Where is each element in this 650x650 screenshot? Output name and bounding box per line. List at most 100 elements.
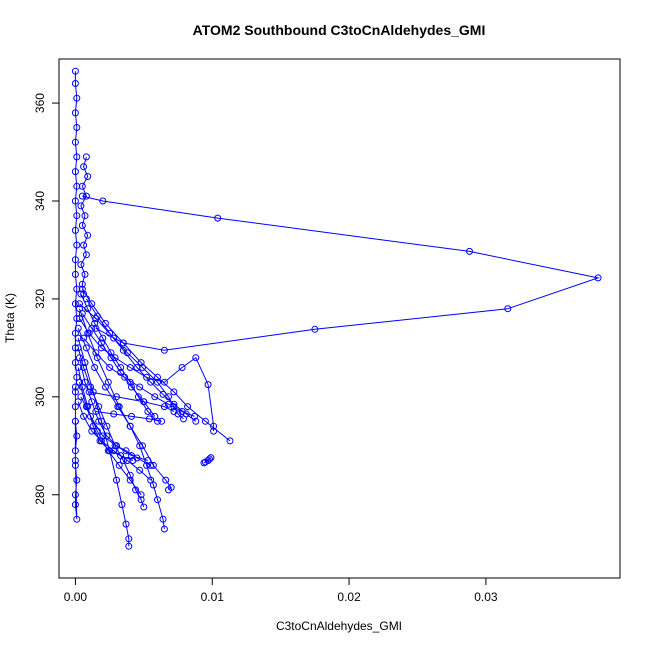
data-point xyxy=(81,270,89,278)
data-point xyxy=(504,305,512,313)
data-point xyxy=(201,417,209,425)
data-point xyxy=(73,94,81,102)
data-point xyxy=(159,515,167,523)
x-tick-label: 0.01 xyxy=(201,590,225,604)
data-point xyxy=(71,501,79,509)
data-point xyxy=(84,231,92,239)
data-point xyxy=(158,417,166,425)
data-point xyxy=(147,378,155,386)
data-point xyxy=(71,457,79,464)
data-point xyxy=(136,466,144,474)
x-axis: 0.00 0.01 0.02 0.03 xyxy=(64,577,498,604)
data-point xyxy=(82,403,90,411)
data-point xyxy=(71,388,79,396)
data-point xyxy=(311,325,319,333)
data-point xyxy=(106,329,114,337)
data-point xyxy=(74,398,82,406)
data-point xyxy=(73,212,81,220)
data-point xyxy=(113,476,120,484)
data-point xyxy=(78,222,86,229)
y-axis-label: Theta (K) xyxy=(3,293,17,343)
data-point xyxy=(73,241,81,249)
data-point xyxy=(154,496,161,504)
data-point xyxy=(77,290,85,298)
data-point xyxy=(140,503,148,511)
data-point xyxy=(133,364,141,371)
data-point xyxy=(71,138,79,146)
data-point xyxy=(136,383,144,391)
x-tick-label: 0.00 xyxy=(64,590,88,604)
data-point xyxy=(103,422,111,430)
data-point xyxy=(91,364,99,371)
data-point xyxy=(99,432,107,440)
y-axis: 280 300 320 340 360 xyxy=(33,93,60,505)
series-line xyxy=(79,303,184,420)
data-point xyxy=(80,163,88,171)
data-point xyxy=(143,461,151,469)
data-point xyxy=(160,403,168,411)
data-point xyxy=(110,447,118,455)
x-axis-label: C3toCnAldehydes_GMI xyxy=(276,619,402,633)
data-point xyxy=(74,324,82,332)
data-point xyxy=(128,452,135,460)
data-point xyxy=(73,124,81,131)
data-point xyxy=(88,324,96,332)
data-point xyxy=(160,525,168,533)
data-point xyxy=(143,373,151,381)
data-point xyxy=(84,305,92,313)
series-line xyxy=(80,293,158,422)
data-point xyxy=(92,408,100,415)
data-point xyxy=(77,202,85,210)
data-point xyxy=(145,415,153,423)
data-point xyxy=(115,403,123,411)
data-point xyxy=(82,251,90,259)
data-point xyxy=(74,344,82,352)
data-point xyxy=(73,476,81,484)
data-point xyxy=(76,378,83,386)
data-point xyxy=(115,461,123,469)
data-point xyxy=(77,261,85,269)
data-point xyxy=(125,542,133,550)
series-group xyxy=(71,67,602,550)
data-point xyxy=(170,408,178,415)
data-point xyxy=(88,427,96,435)
data-point xyxy=(117,452,125,460)
data-point xyxy=(92,349,100,357)
data-point xyxy=(206,455,213,463)
y-tick-label: 360 xyxy=(33,93,47,113)
data-point xyxy=(93,312,101,320)
series-line xyxy=(80,156,89,295)
data-point xyxy=(106,364,114,371)
data-point xyxy=(107,354,115,362)
data-point xyxy=(82,344,90,352)
data-point xyxy=(71,67,79,75)
data-point xyxy=(159,390,167,398)
data-point xyxy=(87,412,94,420)
data-point xyxy=(191,412,198,420)
data-point xyxy=(71,270,79,278)
data-point xyxy=(154,378,161,386)
series-line xyxy=(79,357,151,466)
series-line xyxy=(83,337,195,417)
series-line xyxy=(89,391,175,412)
x-tick-label: 0.02 xyxy=(337,590,361,604)
data-point xyxy=(126,471,134,479)
data-point xyxy=(71,226,79,234)
data-point xyxy=(210,422,218,430)
series-line xyxy=(95,411,162,422)
data-point xyxy=(121,373,129,381)
data-point xyxy=(204,381,212,389)
data-point xyxy=(170,388,178,396)
data-point xyxy=(88,398,96,406)
data-point xyxy=(78,182,86,190)
data-point xyxy=(126,422,134,430)
data-point xyxy=(71,197,79,205)
data-point xyxy=(144,457,152,464)
data-point xyxy=(113,393,120,401)
data-point xyxy=(71,300,79,308)
series-line xyxy=(77,337,130,547)
data-point xyxy=(118,501,126,509)
data-point xyxy=(78,285,86,293)
data-point xyxy=(71,168,79,176)
data-point xyxy=(104,447,112,455)
